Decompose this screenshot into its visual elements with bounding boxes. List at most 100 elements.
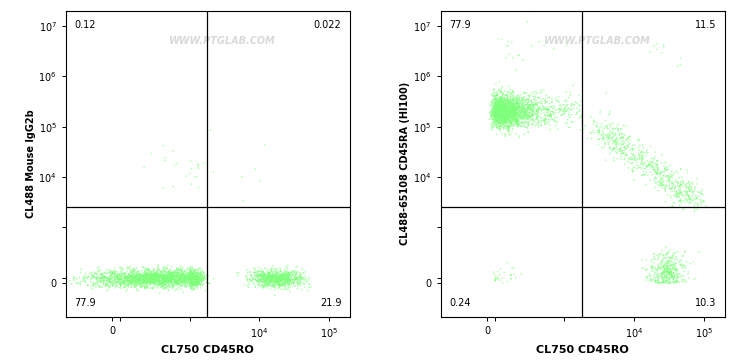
Point	[499, 108, 511, 113]
Point	[695, 189, 707, 195]
Point	[665, 264, 676, 269]
Point	[278, 274, 290, 279]
Point	[500, 119, 512, 125]
Point	[662, 271, 673, 277]
Point	[488, 113, 499, 119]
Point	[133, 282, 145, 288]
Point	[616, 135, 627, 140]
Point	[512, 107, 523, 112]
Point	[524, 103, 536, 109]
Point	[163, 271, 174, 277]
Point	[167, 276, 179, 282]
Point	[491, 106, 503, 112]
Point	[498, 104, 510, 109]
Point	[258, 285, 269, 291]
Point	[116, 280, 127, 285]
Point	[655, 171, 667, 177]
Point	[138, 274, 150, 280]
Point	[129, 274, 141, 280]
Point	[187, 282, 199, 288]
Point	[171, 272, 182, 278]
Point	[118, 273, 130, 279]
Point	[612, 139, 624, 144]
Point	[266, 273, 277, 278]
Point	[508, 117, 520, 123]
Point	[492, 105, 504, 111]
Point	[160, 264, 171, 270]
Point	[186, 273, 198, 279]
Point	[165, 276, 177, 282]
Point	[270, 266, 282, 271]
Point	[190, 277, 202, 283]
Point	[658, 163, 670, 169]
Point	[490, 109, 502, 114]
Point	[656, 50, 668, 56]
Point	[167, 273, 179, 279]
Point	[506, 97, 518, 103]
Point	[283, 270, 294, 276]
Point	[191, 283, 203, 289]
Point	[134, 271, 146, 277]
Point	[485, 124, 497, 130]
Point	[498, 94, 509, 100]
Point	[135, 276, 147, 282]
Point	[506, 116, 518, 121]
Point	[494, 120, 506, 126]
Point	[305, 284, 317, 290]
Point	[188, 279, 200, 285]
Point	[512, 116, 523, 122]
Point	[525, 93, 537, 98]
Point	[131, 270, 143, 276]
Point	[121, 273, 132, 279]
Point	[510, 99, 522, 104]
Point	[257, 273, 269, 278]
Point	[186, 275, 198, 281]
Point	[272, 278, 284, 284]
Point	[190, 274, 202, 279]
Point	[149, 280, 161, 285]
Point	[661, 263, 673, 269]
Point	[640, 274, 652, 280]
Point	[503, 110, 515, 116]
Point	[491, 109, 503, 115]
Point	[516, 102, 528, 107]
Point	[139, 278, 151, 283]
Point	[561, 42, 572, 48]
Point	[274, 276, 285, 282]
Point	[181, 274, 193, 279]
Point	[119, 274, 131, 280]
Point	[145, 269, 157, 275]
Point	[190, 279, 202, 285]
Point	[105, 276, 116, 282]
Point	[182, 276, 194, 282]
Point	[246, 272, 258, 278]
Point	[553, 106, 565, 112]
Point	[660, 167, 672, 173]
Point	[142, 271, 154, 277]
Point	[511, 111, 523, 117]
Point	[270, 279, 282, 284]
Point	[519, 100, 531, 105]
Point	[523, 93, 534, 98]
Point	[489, 90, 501, 96]
Point	[489, 111, 501, 117]
Point	[504, 109, 516, 115]
Point	[187, 282, 199, 288]
Point	[279, 273, 291, 279]
Point	[154, 268, 166, 274]
Point	[507, 107, 518, 113]
Point	[662, 277, 673, 283]
Point	[493, 99, 505, 105]
Point	[501, 108, 513, 113]
Point	[619, 157, 630, 163]
Point	[193, 267, 204, 273]
Point	[507, 126, 518, 132]
Point	[591, 122, 603, 128]
Point	[119, 284, 131, 290]
Point	[143, 276, 155, 282]
Point	[118, 272, 130, 278]
Point	[283, 278, 294, 284]
Point	[492, 118, 504, 123]
Point	[182, 274, 194, 280]
Point	[494, 107, 506, 113]
